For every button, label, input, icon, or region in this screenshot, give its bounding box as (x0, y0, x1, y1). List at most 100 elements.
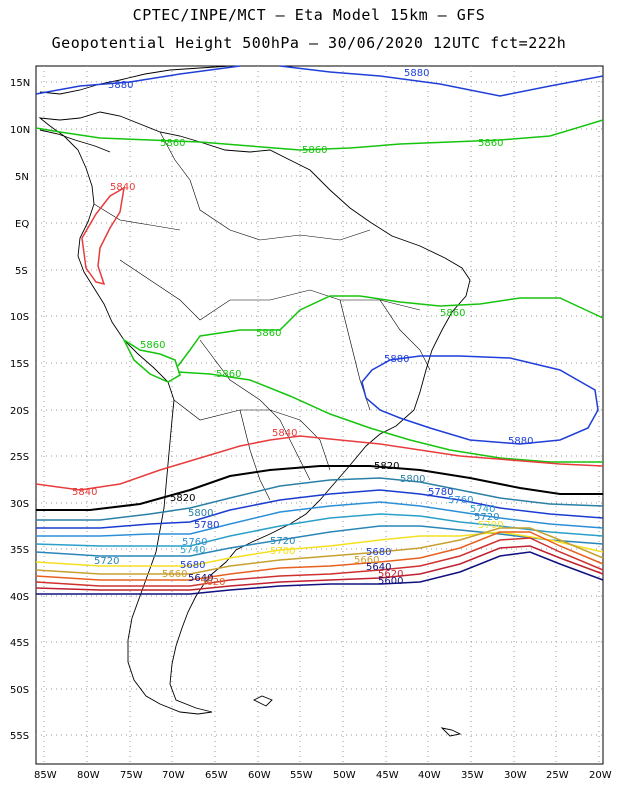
contour-label-5760: 5760 (448, 495, 473, 506)
contour-5860-south (177, 371, 603, 463)
contour-label-5740: 5740 (470, 504, 495, 515)
contour-5800 (36, 477, 604, 521)
contour-label-5860: 5860 (256, 328, 281, 339)
lat-tick-label: 55S (10, 731, 29, 742)
contour-label-5860: 5860 (440, 308, 465, 319)
lat-tick-label: 45S (10, 638, 29, 649)
contour-labels: 5880 5880 5880 5880 5860 5860 5860 5860 … (72, 68, 533, 588)
contour-label-5780: 5780 (428, 487, 453, 498)
lon-tick-label: 80W (77, 770, 100, 781)
contour-5680 (35, 527, 604, 575)
contour-label-5840: 5840 (110, 182, 135, 193)
south-america-coastline (38, 111, 471, 715)
contour-label-5720: 5720 (94, 556, 119, 567)
contour-label-5860: 5860 (216, 369, 241, 380)
contour-label-5720: 5720 (474, 512, 499, 523)
contour-5880-north (35, 65, 604, 97)
contour-label-5620: 5620 (378, 569, 403, 580)
contour-label-5860: 5860 (160, 138, 185, 149)
contour-label-5640: 5640 (188, 573, 213, 584)
lon-tick-label: 35W (461, 770, 484, 781)
contour-label-5860: 5860 (478, 138, 503, 149)
contour-label-5780: 5780 (194, 520, 219, 531)
contour-label-5660: 5660 (354, 555, 379, 566)
contour-label-5720: 5720 (270, 536, 295, 547)
contour-5880-east (361, 355, 599, 445)
lat-tick-label: 15S (10, 359, 29, 370)
contour-5720 (35, 525, 604, 557)
contour-5760 (36, 501, 604, 537)
contour-5740 (35, 513, 604, 547)
contour-5840-south (35, 435, 604, 491)
lat-tick-label: 50S (10, 685, 29, 696)
central-america-coastline (39, 65, 231, 153)
country-borders (93, 131, 431, 501)
lon-tick-label: 60W (248, 770, 271, 781)
contour-label-5660: 5660 (162, 569, 187, 580)
lat-ticks: 15N 10N 5N EQ 5S 10S 15S 20S 25S 30S 35S… (10, 78, 30, 742)
contour-label-5840: 5840 (272, 428, 297, 439)
contour-label-5800: 5800 (400, 474, 425, 485)
contour-label-5740: 5740 (180, 545, 205, 556)
contour-label-5880: 5880 (404, 68, 429, 79)
contour-label-5860: 5860 (140, 340, 165, 351)
lat-tick-label: 15N (10, 78, 30, 89)
lon-tick-label: 25W (546, 770, 569, 781)
lat-tick-label: 40S (10, 592, 29, 603)
lat-tick-label: 10N (10, 125, 30, 136)
contour-5640 (35, 537, 604, 587)
contour-5660 (35, 531, 604, 581)
lon-tick-label: 45W (376, 770, 399, 781)
contour-5600 (36, 551, 604, 595)
lon-tick-label: 50W (333, 770, 356, 781)
contours (35, 65, 604, 595)
contour-5840-west (81, 186, 125, 286)
lat-tick-label: 5S (15, 266, 28, 277)
coastlines (38, 65, 471, 737)
contour-label-5600: 5600 (378, 576, 403, 587)
lat-tick-label: 30S (10, 499, 29, 510)
lat-tick-label: EQ (15, 219, 29, 230)
lon-tick-label: 70W (162, 770, 185, 781)
map-frame (35, 65, 604, 765)
contour-5860-middle (177, 295, 604, 367)
contour-label-5880: 5880 (108, 80, 133, 91)
lat-tick-label: 25S (10, 452, 29, 463)
lat-tick-label: 10S (10, 312, 29, 323)
contour-label-5760: 5760 (182, 537, 207, 548)
contour-label-5800: 5800 (188, 508, 213, 519)
lat-tick-label: 35S (10, 545, 29, 556)
chart-subtitle: Geopotential Height 500hPa – 30/06/2020 … (51, 34, 567, 52)
lon-tick-label: 85W (34, 770, 57, 781)
lon-tick-label: 75W (120, 770, 143, 781)
contour-label-5880: 5880 (384, 354, 409, 365)
lat-tick-label: 5N (15, 172, 29, 183)
contour-5860-north (35, 119, 604, 151)
contour-5820 (36, 465, 603, 511)
lon-tick-label: 30W (504, 770, 527, 781)
contour-label-5620: 5620 (200, 577, 225, 588)
contour-5860-andes (122, 337, 181, 383)
contour-5780 (36, 489, 604, 529)
lon-ticks: 85W 80W 75W 70W 65W 60W 55W 50W 45W 40W … (34, 770, 612, 781)
lon-tick-label: 20W (589, 770, 612, 781)
contour-label-5700: 5700 (478, 520, 503, 531)
contour-label-5680: 5680 (366, 547, 391, 558)
contour-label-5840: 5840 (72, 487, 97, 498)
contour-label-5860: 5860 (302, 145, 327, 156)
contour-5620 (35, 545, 604, 591)
lon-tick-label: 65W (205, 770, 228, 781)
lon-tick-label: 55W (290, 770, 313, 781)
contour-label-5820: 5820 (374, 461, 399, 472)
lat-tick-label: 20S (10, 406, 29, 417)
contour-label-5640: 5640 (366, 562, 391, 573)
contour-label-5880: 5880 (508, 436, 533, 447)
chart-title: CPTEC/INPE/MCT – Eta Model 15km – GFS (132, 6, 486, 24)
contour-label-5820: 5820 (170, 493, 195, 504)
contour-label-5700: 5700 (270, 546, 295, 557)
contour-label-5680: 5680 (180, 560, 205, 571)
falkland-islands (252, 695, 273, 707)
lon-tick-label: 40W (418, 770, 441, 781)
south-georgia (440, 727, 462, 737)
